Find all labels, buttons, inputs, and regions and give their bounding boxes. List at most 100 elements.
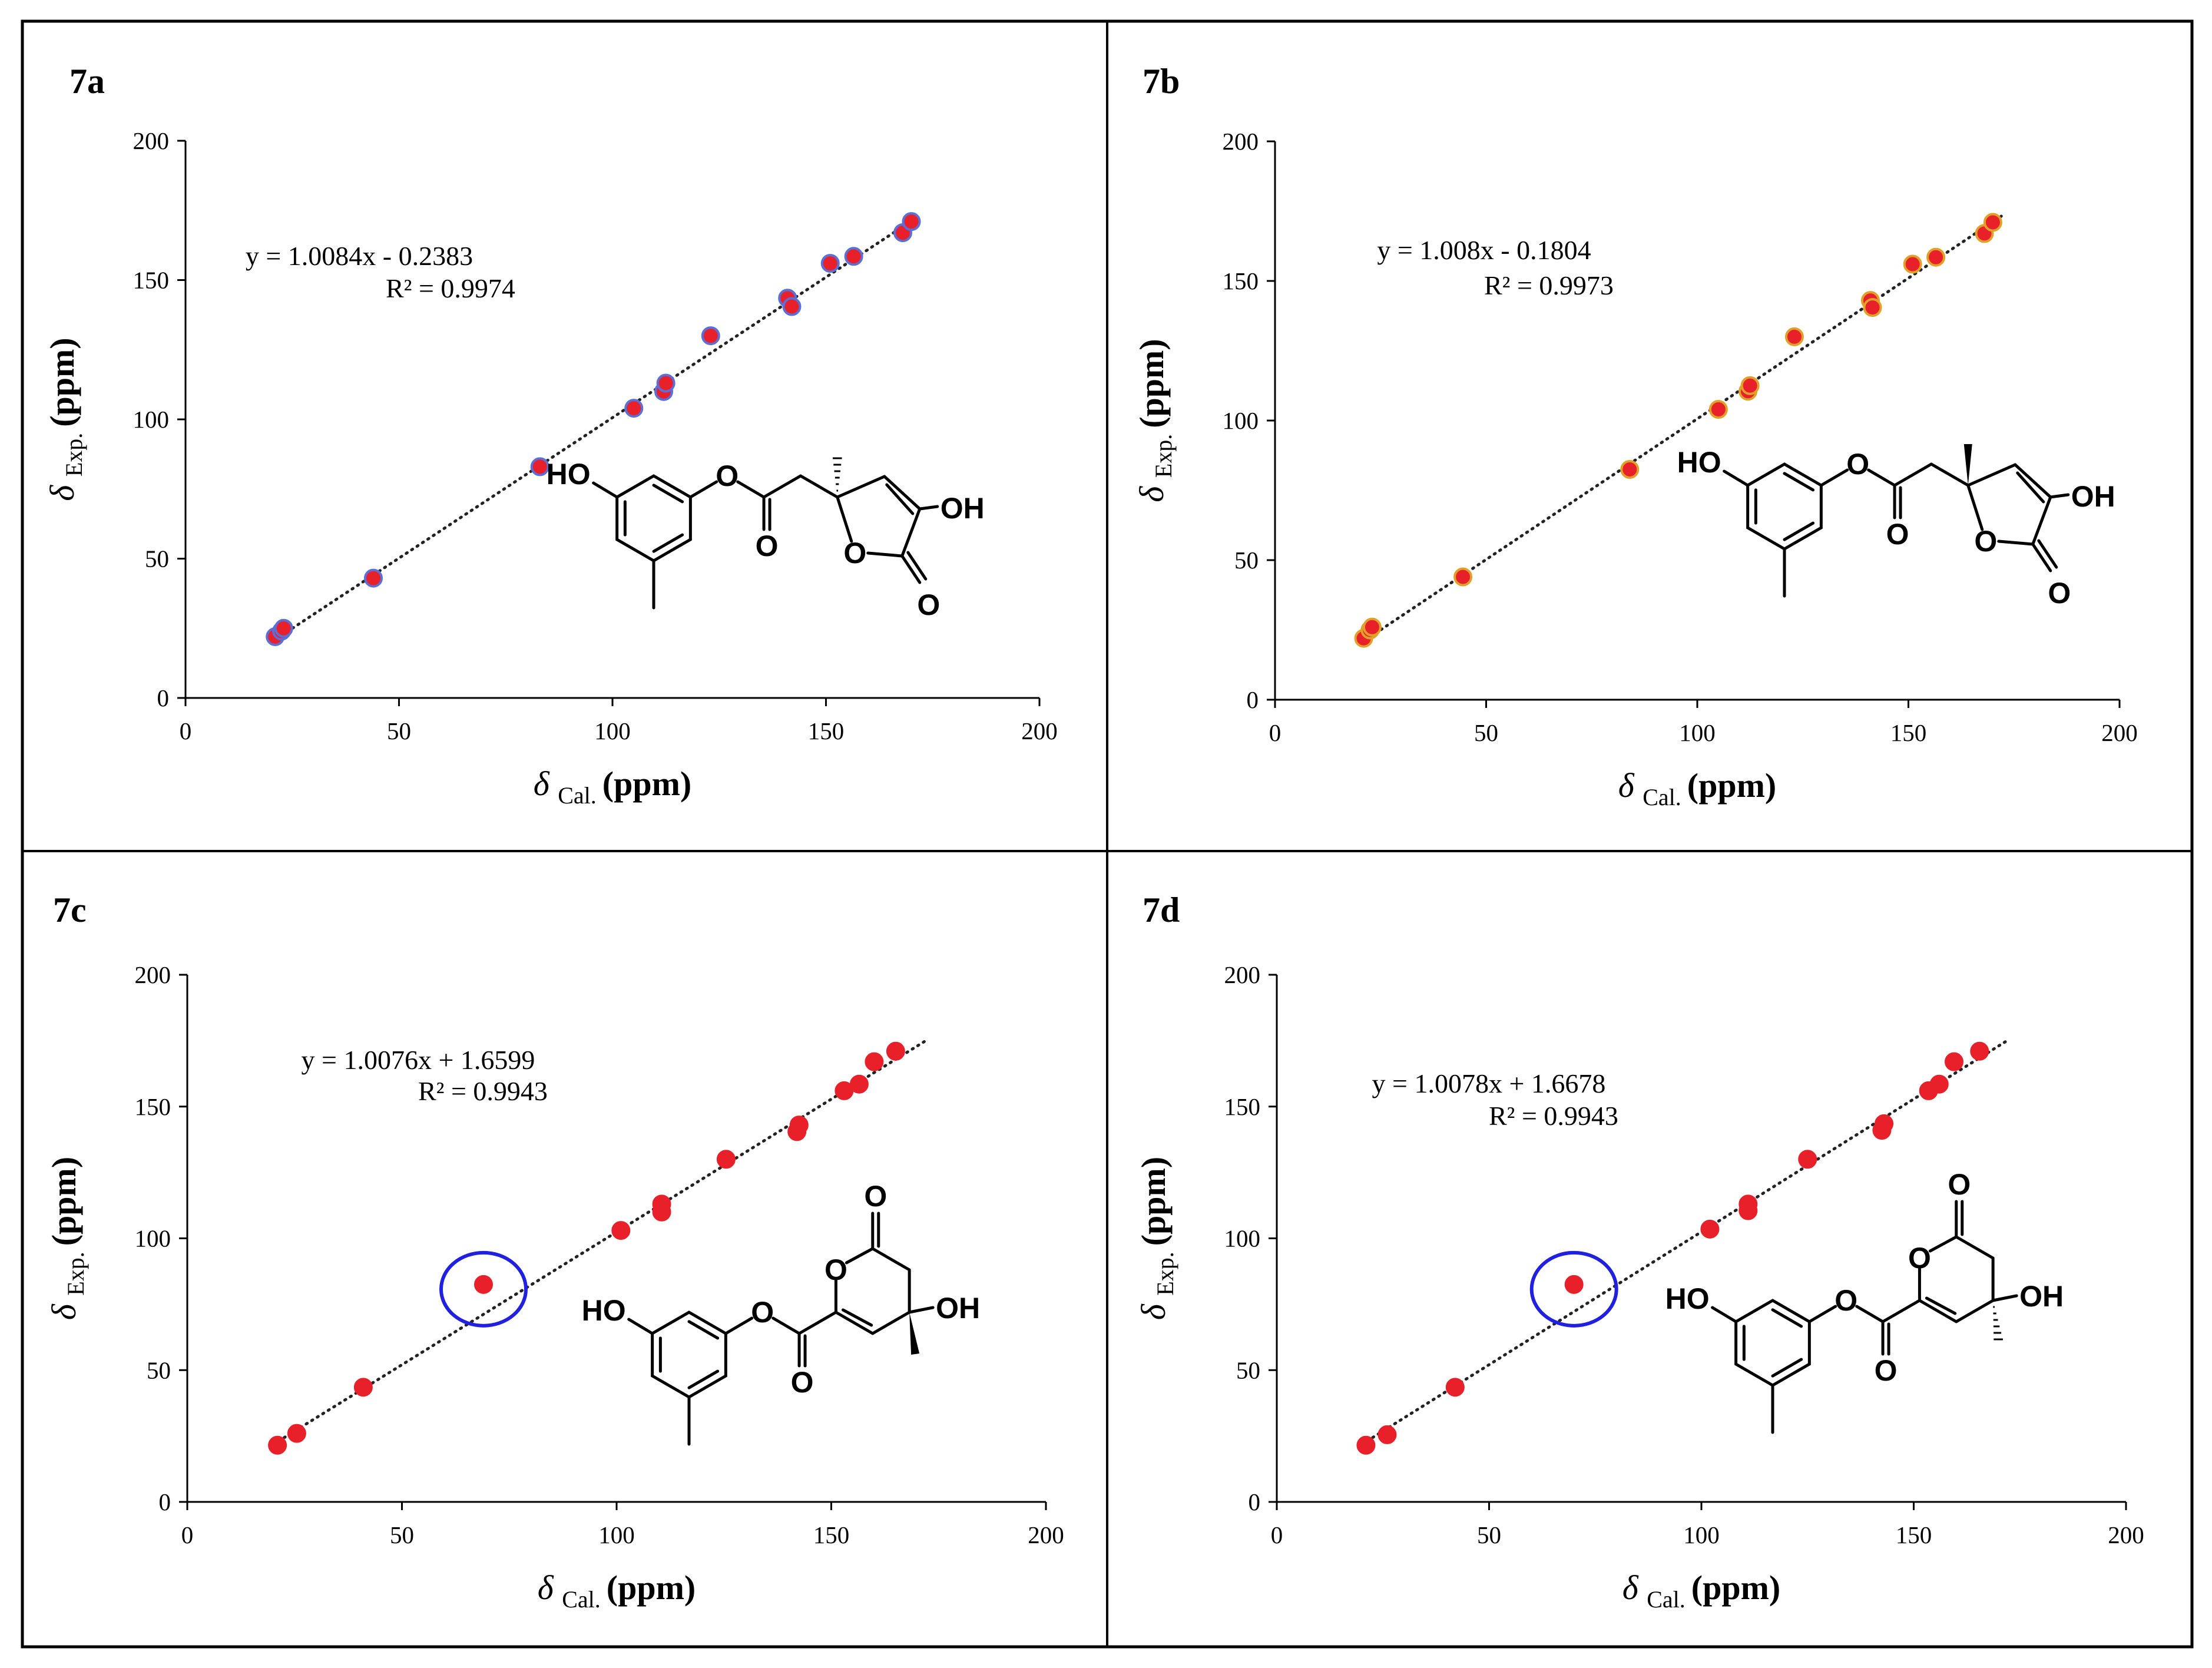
data-point <box>844 247 863 266</box>
y-tick-label: 100 <box>1224 1225 1261 1252</box>
data-point <box>1875 1114 1894 1133</box>
hydroxyl-bond <box>2049 493 2070 499</box>
x-tick-label: 50 <box>390 1521 414 1548</box>
trendline-equation: y = 1.0084x - 0.2383 <box>246 241 473 271</box>
data-point <box>364 568 383 588</box>
data-point <box>530 457 549 476</box>
x-axis-title: δ Cal. (ppm) <box>534 764 691 809</box>
benzene-double-bond <box>652 484 684 504</box>
stereo-wedge <box>909 1312 920 1355</box>
hydroxyl-bond <box>1991 1294 2018 1302</box>
trendline <box>271 1039 928 1446</box>
furanone-bond <box>866 551 904 558</box>
data-point <box>1798 1150 1817 1169</box>
x-tick-label: 100 <box>1683 1521 1720 1548</box>
x-tick-label: 0 <box>181 1521 194 1548</box>
trendline-equation: y = 1.008x - 0.1804 <box>1377 235 1591 265</box>
pyranone-bond <box>1928 1235 1958 1253</box>
chem-label-carbonyl-o: O <box>756 529 779 562</box>
y-axis-title: δ Exp. (ppm) <box>43 337 87 501</box>
chain-bond <box>799 474 839 499</box>
pyranone-bond <box>871 1247 911 1272</box>
x-tick-label: 200 <box>2101 719 2138 746</box>
data-point <box>820 254 840 273</box>
r-squared: R² = 0.9943 <box>1489 1101 1618 1131</box>
r-squared: R² = 0.9943 <box>418 1076 548 1106</box>
chemical-structure: HO O O OH O O <box>547 457 985 621</box>
y-tick-label: 150 <box>1223 267 1259 294</box>
data-point <box>1926 247 1946 267</box>
data-point <box>849 1074 869 1094</box>
data-point <box>1445 1378 1465 1397</box>
outlier-highlight-circle <box>1529 1250 1618 1328</box>
y-tick-label: 50 <box>145 545 169 572</box>
furanone-bond <box>1997 540 2035 546</box>
y-tick-label: 150 <box>1224 1093 1261 1120</box>
data-point <box>865 1052 884 1071</box>
chem-label-lactone-o: O <box>864 1180 887 1213</box>
data-point <box>1929 1074 1949 1094</box>
y-tick-label: 100 <box>1223 407 1259 434</box>
chain-bond <box>1881 1299 1921 1323</box>
benzene-double-bond <box>1771 1358 1803 1378</box>
y-tick-label: 150 <box>133 267 170 294</box>
ester-bond <box>736 480 766 499</box>
furanone-bond <box>900 507 922 558</box>
x-tick-label: 0 <box>180 717 192 744</box>
benzene-double-bond <box>687 1369 720 1389</box>
chem-label-ester-o: O <box>1846 448 1869 481</box>
data-point <box>1700 1219 1720 1239</box>
data-point <box>1708 400 1728 419</box>
panel-7d: 7d 0 50 100 150 200 0 50 100 150 200 δ Cal. (ppm) δ … <box>1134 891 2144 1613</box>
ester-bond <box>724 1316 754 1335</box>
chain-bond <box>762 474 802 499</box>
chem-label-carbonyl-o: O <box>1886 518 1909 551</box>
furanone-double-bond <box>885 483 915 515</box>
panel-7c: 7c 0 50 100 150 200 0 50 100 150 200 δ Cal. (ppm) δ … <box>45 891 1064 1613</box>
data-point <box>835 1081 854 1100</box>
y-axis-title: δ Exp. (ppm) <box>1134 1157 1178 1320</box>
furanone-bond <box>1966 463 2017 487</box>
x-tick-label: 50 <box>387 717 411 744</box>
furanone-bond <box>836 475 886 499</box>
benzene-double-bond <box>652 533 684 553</box>
chem-label-ring-o: O <box>1974 525 1997 558</box>
r-squared: R² = 0.9973 <box>1484 270 1614 300</box>
panel-label: 7c <box>53 891 87 929</box>
chem-label-lactone-o: O <box>2048 577 2071 610</box>
x-tick-label: 150 <box>808 717 845 744</box>
chem-label-ho: HO <box>582 1294 626 1327</box>
hydroxyl-bond <box>908 1306 935 1314</box>
x-axis-title: δ Cal. (ppm) <box>538 1568 696 1613</box>
data-point <box>789 1116 809 1135</box>
x-tick-label: 150 <box>1896 1521 1932 1548</box>
chemical-structure: HO O O OH O O <box>1677 444 2115 610</box>
x-tick-label: 50 <box>1477 1521 1501 1548</box>
y-axis-title: δ Exp. (ppm) <box>1133 339 1177 502</box>
y-tick-label: 200 <box>1223 128 1259 155</box>
y-tick-label: 0 <box>159 1488 171 1515</box>
data-point <box>1903 254 1922 274</box>
data-point <box>1564 1275 1584 1294</box>
pyranone-bond <box>1955 1299 1995 1323</box>
x-axis-title: δ Cal. (ppm) <box>1622 1568 1780 1613</box>
x-tick-label: 100 <box>598 1521 635 1548</box>
data-point <box>1740 376 1760 395</box>
chem-label-carbonyl-o: O <box>1875 1354 1898 1387</box>
chem-label-oh: OH <box>941 492 985 525</box>
data-point <box>1620 459 1640 479</box>
data-point <box>611 1221 631 1240</box>
y-tick-label: 0 <box>157 684 170 711</box>
pyranone-bond <box>1955 1235 1995 1260</box>
chem-label-ester-o: O <box>1834 1284 1857 1317</box>
chem-label-lactone-o: O <box>917 588 940 621</box>
chain-bond <box>1929 462 1970 487</box>
x-axis-title: δ Cal. (ppm) <box>1618 766 1776 810</box>
data-point <box>1356 1435 1376 1455</box>
chain-bond <box>797 1310 837 1335</box>
data-point <box>287 1424 306 1443</box>
chem-label-ester-o: O <box>716 459 739 492</box>
benzene-ring <box>651 1310 727 1399</box>
chem-label-oh: OH <box>2071 480 2115 513</box>
